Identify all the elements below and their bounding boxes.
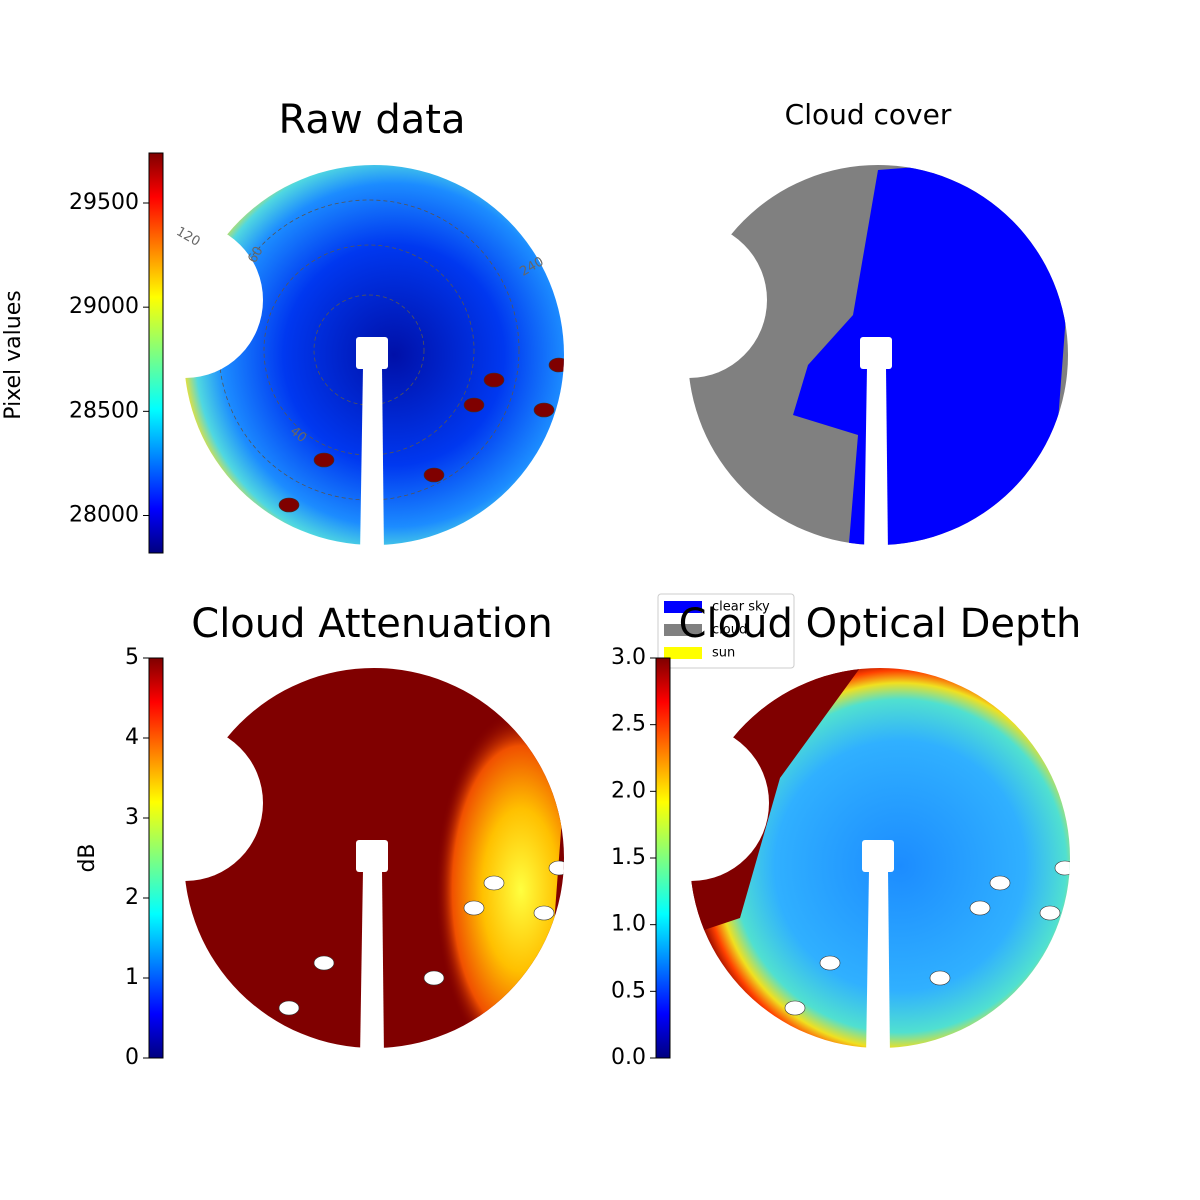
colorbar-tick-label: 2 [125,885,139,910]
mask-head [356,337,388,369]
colorbar-tick-label: 0.5 [611,978,646,1003]
colorbar-tick-label: 1.5 [611,845,646,870]
blob [819,955,841,971]
mask-head [862,840,894,872]
mask-mast [864,367,888,555]
blob [533,402,555,418]
legend-label: cloud [712,623,747,638]
panel-title: Cloud cover [785,98,952,131]
blob [969,900,991,916]
mask-bite [613,725,769,881]
colorbar-tick-label: 3 [125,805,139,830]
colorbar-tick-label: 1.0 [611,912,646,937]
blob [463,900,485,916]
colorbar-tick-label: 29000 [69,294,139,319]
colorbar [148,152,164,554]
colorbar-tick-label: 5 [125,645,139,670]
colorbar-tick-label: 1 [125,965,139,990]
mask-head [356,840,388,872]
blob [423,970,445,986]
colorbar-tick-label: 3.0 [611,645,646,670]
blob [483,875,505,891]
mask-mast [360,870,384,1058]
legend-label: clear sky [712,600,770,615]
mask-bite [611,222,767,378]
blob [483,372,505,388]
mask-bite [107,222,263,378]
blob [278,497,300,513]
blob [548,357,564,373]
legend-swatch [664,601,702,613]
colorbar-tick-label: 0.0 [611,1045,646,1070]
mask-bite [107,725,263,881]
colorbar-tick-label: 28500 [69,398,139,423]
mask-head [860,337,892,369]
clear-fill [793,165,1068,545]
blob [548,860,564,876]
blob [313,955,335,971]
panel-title: Cloud Attenuation [191,601,552,647]
colorbar [655,657,671,1059]
legend-swatch [664,624,702,636]
blob [1054,860,1070,876]
colorbar-tick-label: 2.5 [611,712,646,737]
blob [313,452,335,468]
blob [533,905,555,921]
blob [989,875,1011,891]
colorbar-tick-label: 4 [125,725,139,750]
colorbar-tick-label: 2.0 [611,778,646,803]
colorbar-label: dB [75,843,100,872]
blob [929,970,951,986]
colorbar-label: Pixel values [1,290,26,419]
blob [1039,905,1061,921]
colorbar-tick-label: 28000 [69,503,139,528]
panel-title: Cloud Optical Depth [679,601,1082,647]
blob [784,1000,806,1016]
mask-mast [866,870,890,1058]
att-clear [384,668,564,1048]
blob [278,1000,300,1016]
colorbar-tick-label: 0 [125,1045,139,1070]
legend-label: sun [712,646,735,661]
blob [463,397,485,413]
blob [423,467,445,483]
mask-mast [360,367,384,555]
colorbar-tick-label: 29500 [69,190,139,215]
panel-title: Raw data [279,97,466,143]
polar-label: 60 [245,244,266,266]
legend-swatch [664,647,702,659]
colorbar [148,657,164,1059]
